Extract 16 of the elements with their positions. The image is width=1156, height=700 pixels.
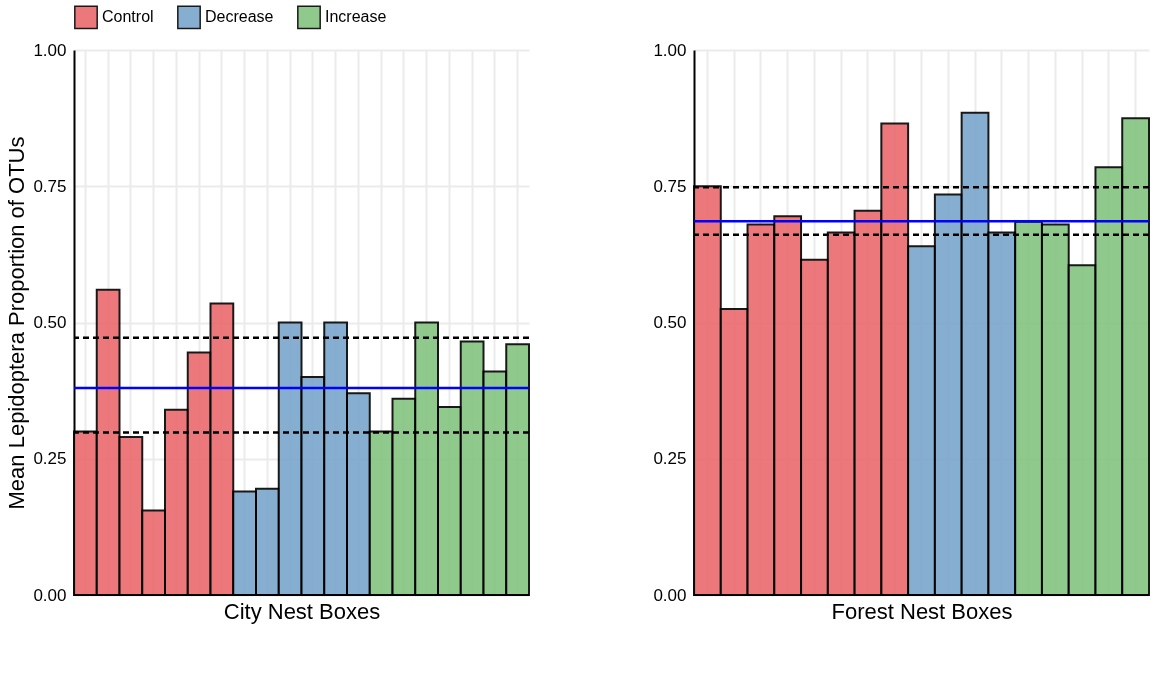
y-tick-label: 0.75	[33, 176, 67, 196]
y-tick-label: 0.50	[33, 313, 67, 332]
x-axis-title: City Nest Boxes	[223, 598, 381, 624]
legend-label: Decrease	[205, 8, 274, 26]
legend-label: Control	[102, 8, 154, 26]
y-axis-title: Mean Lepidoptera Proportion of OTUs	[4, 136, 30, 510]
y-tick-label: 0.75	[653, 176, 687, 196]
y-tick-label: 0.25	[33, 449, 67, 469]
y-tick-label: 1.00	[653, 40, 687, 60]
x-axis-title: Forest Nest Boxes	[831, 598, 1013, 624]
legend-label: Increase	[325, 8, 387, 26]
y-tick-label: 1.00	[33, 40, 67, 60]
y-tick-label: 0.00	[33, 585, 67, 605]
y-tick-label: 0.50	[653, 313, 687, 332]
y-tick-label: 0.00	[653, 585, 687, 605]
y-tick-label: 0.25	[653, 449, 687, 469]
